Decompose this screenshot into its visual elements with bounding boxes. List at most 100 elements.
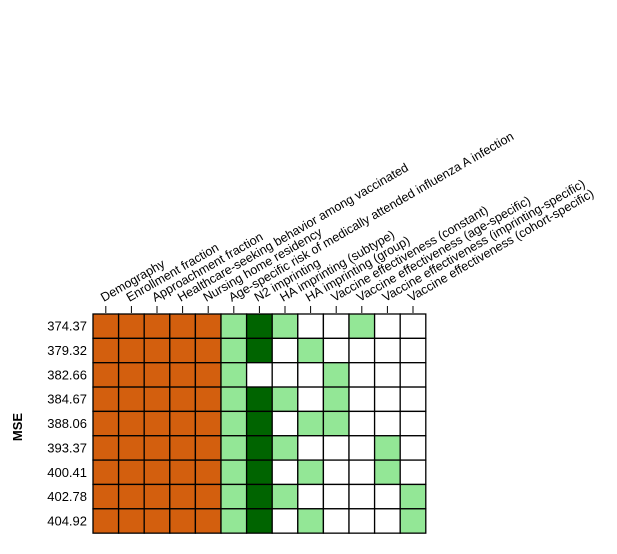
heatmap-cells bbox=[92, 313, 427, 534]
heatmap-cell bbox=[117, 386, 145, 413]
heatmap-cell bbox=[322, 508, 350, 534]
heatmap-cell bbox=[348, 362, 376, 388]
heatmap-cell bbox=[399, 435, 427, 461]
heatmap-cell bbox=[322, 459, 350, 486]
heatmap-cell bbox=[169, 435, 197, 461]
heatmap-cell bbox=[297, 337, 325, 364]
heatmap-cell bbox=[245, 337, 273, 364]
heatmap-cell bbox=[348, 410, 376, 437]
heatmap-cell bbox=[169, 313, 197, 340]
heatmap-cell bbox=[92, 313, 120, 340]
heatmap-cell bbox=[169, 459, 197, 486]
heatmap-cell bbox=[220, 410, 248, 437]
heatmap-cell bbox=[322, 362, 350, 388]
heatmap-cell bbox=[143, 410, 171, 437]
row-label: 400.41 bbox=[47, 465, 87, 480]
heatmap-cell bbox=[348, 435, 376, 461]
heatmap-cell bbox=[245, 508, 273, 534]
heatmap-cell bbox=[297, 386, 325, 413]
heatmap-cell bbox=[92, 459, 120, 486]
heatmap-cell bbox=[143, 313, 171, 340]
heatmap-cell bbox=[117, 410, 145, 437]
heatmap-cell bbox=[348, 313, 376, 340]
heatmap-cell bbox=[373, 483, 401, 510]
heatmap-cell bbox=[117, 459, 145, 486]
heatmap-cell bbox=[220, 483, 248, 510]
heatmap-cell bbox=[373, 459, 401, 486]
heatmap-cell bbox=[194, 483, 222, 510]
heatmap-cell bbox=[297, 483, 325, 510]
heatmap-cell bbox=[348, 459, 376, 486]
row-label: 404.92 bbox=[47, 513, 87, 528]
heatmap-cell bbox=[271, 386, 299, 413]
heatmap-cell bbox=[169, 508, 197, 534]
heatmap-cell bbox=[194, 435, 222, 461]
heatmap-cell bbox=[117, 313, 145, 340]
heatmap-cell bbox=[348, 386, 376, 413]
heatmap-cell bbox=[399, 459, 427, 486]
heatmap-cell bbox=[297, 508, 325, 534]
heatmap-cell bbox=[245, 386, 273, 413]
heatmap-cell bbox=[348, 508, 376, 534]
heatmap-cell bbox=[194, 313, 222, 340]
heatmap-cell bbox=[373, 337, 401, 364]
heatmap-cell bbox=[92, 362, 120, 388]
heatmap-cell bbox=[220, 313, 248, 340]
row-label: 384.67 bbox=[47, 392, 87, 407]
heatmap-cell bbox=[322, 337, 350, 364]
row-label: 379.32 bbox=[47, 343, 87, 358]
heatmap-cell bbox=[194, 337, 222, 364]
heatmap-cell bbox=[194, 459, 222, 486]
heatmap-cell bbox=[169, 410, 197, 437]
heatmap-cell bbox=[92, 386, 120, 413]
heatmap-cell bbox=[373, 435, 401, 461]
heatmap-cell bbox=[194, 410, 222, 437]
heatmap-cell bbox=[271, 362, 299, 388]
heatmap-cell bbox=[92, 337, 120, 364]
heatmap-cell bbox=[373, 410, 401, 437]
heatmap-cell bbox=[117, 435, 145, 461]
heatmap-cell bbox=[373, 313, 401, 340]
heatmap-cell bbox=[322, 435, 350, 461]
row-label: 374.37 bbox=[47, 319, 87, 334]
heatmap-cell bbox=[399, 508, 427, 534]
heatmap-cell bbox=[245, 410, 273, 437]
row-label: 388.06 bbox=[47, 416, 87, 431]
heatmap-cell bbox=[92, 483, 120, 510]
heatmap-cell bbox=[245, 362, 273, 388]
heatmap-cell bbox=[143, 337, 171, 364]
heatmap-cell bbox=[92, 410, 120, 437]
heatmap-cell bbox=[143, 508, 171, 534]
heatmap-cell bbox=[169, 483, 197, 510]
heatmap-cell bbox=[271, 483, 299, 510]
row-labels: 374.37 379.32 382.66 384.67 388.06 393.37 400.… bbox=[47, 319, 87, 529]
heatmap-cell bbox=[117, 337, 145, 364]
heatmap-cell bbox=[220, 508, 248, 534]
heatmap-cell bbox=[245, 313, 273, 340]
heatmap-cell bbox=[117, 362, 145, 388]
heatmap-cell bbox=[92, 508, 120, 534]
heatmap-cell bbox=[245, 435, 273, 461]
heatmap-cell bbox=[322, 313, 350, 340]
heatmap-cell bbox=[143, 435, 171, 461]
heatmap-cell bbox=[117, 483, 145, 510]
heatmap-cell bbox=[271, 313, 299, 340]
heatmap-cell bbox=[143, 362, 171, 388]
heatmap-cell bbox=[322, 410, 350, 437]
heatmap-cell bbox=[245, 483, 273, 510]
heatmap-cell bbox=[220, 386, 248, 413]
heatmap-cell bbox=[169, 337, 197, 364]
heatmap-cell bbox=[373, 386, 401, 413]
heatmap-cell bbox=[399, 386, 427, 413]
heatmap-cell bbox=[194, 362, 222, 388]
heatmap-cell bbox=[348, 337, 376, 364]
heatmap-cell bbox=[143, 483, 171, 510]
heatmap-cell bbox=[220, 459, 248, 486]
heatmap-cell bbox=[399, 362, 427, 388]
row-label: 393.37 bbox=[47, 440, 87, 455]
heatmap-cell bbox=[399, 410, 427, 437]
heatmap-cell bbox=[169, 386, 197, 413]
heatmap-cell bbox=[348, 483, 376, 510]
